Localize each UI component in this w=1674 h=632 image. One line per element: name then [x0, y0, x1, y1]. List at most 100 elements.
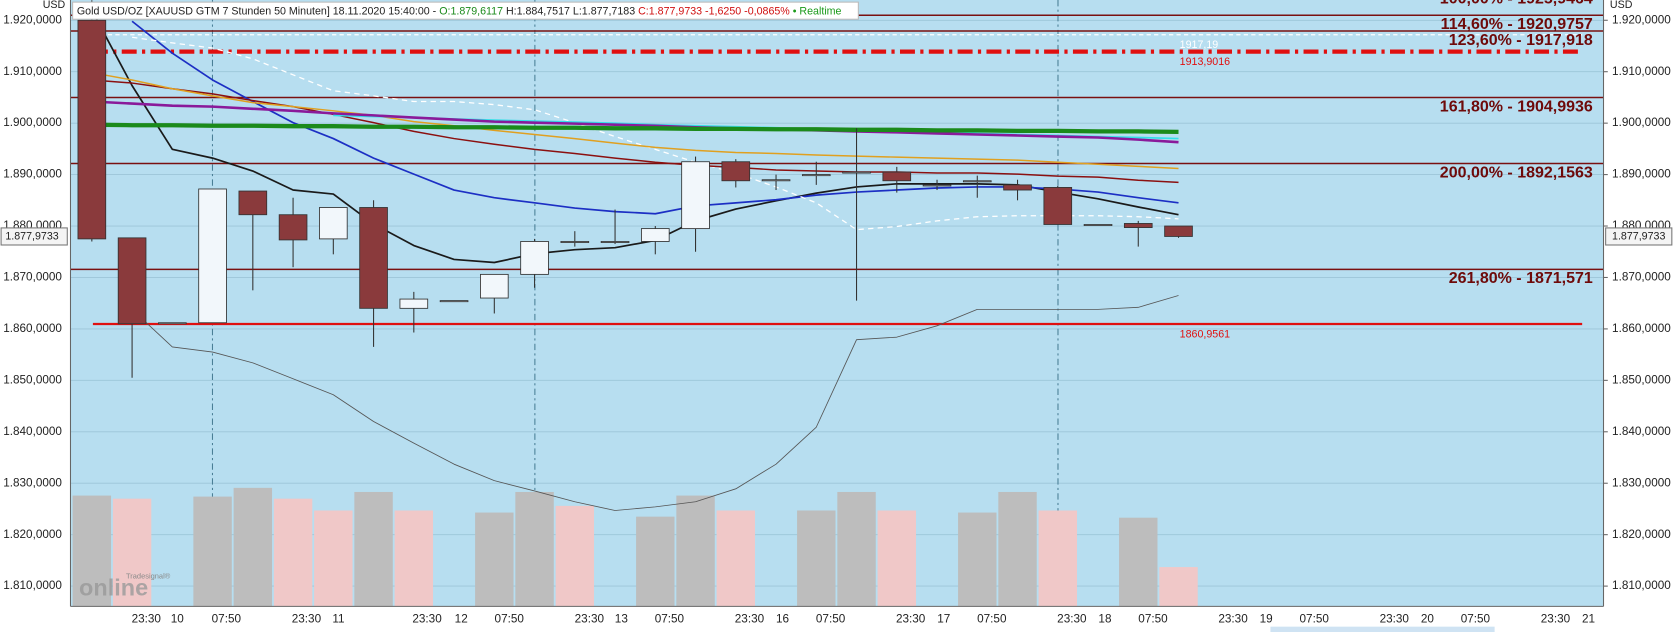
y-tick-label-left: 1.890,0000 — [3, 168, 62, 181]
x-tick-label: 23:30 — [292, 612, 322, 625]
header: Gold USD/OZ [XAUUSD GTM 7 Stunden 50 Min… — [77, 6, 842, 18]
x-tick-label: 07:50 — [977, 612, 1007, 625]
volume-bar — [716, 510, 756, 607]
plot-layer — [70, 0, 1604, 607]
candle-body — [1043, 187, 1073, 225]
candle-body — [319, 207, 348, 240]
indicator-line — [91, 71, 1179, 170]
y-tick-label-left: 1.840,0000 — [3, 425, 62, 438]
y-tick-label-left: 1.830,0000 — [3, 476, 62, 489]
candle-body — [439, 300, 469, 303]
candle-body — [681, 161, 710, 230]
fib-label: 200,00% - 1892,1563 — [1440, 164, 1593, 181]
candle-body — [198, 188, 227, 324]
volume-bar — [475, 512, 514, 607]
header-box — [72, 1, 859, 20]
x-tick-label: 07:50 — [212, 612, 242, 625]
indicator-line — [131, 36, 1179, 231]
y-axis-label: USD — [43, 0, 66, 11]
candle-body — [480, 273, 509, 299]
x-tick-label: 07:50 — [655, 612, 685, 625]
x-tick-label: 07:50 — [816, 612, 846, 625]
candle-body — [1164, 225, 1193, 237]
candle-body — [761, 179, 791, 182]
candle-body — [77, 19, 107, 240]
candle-body — [560, 241, 590, 243]
y-tick-label: 1.910,0000 — [1612, 65, 1671, 78]
fib-label: 100,00% - 1925,9464 — [1440, 0, 1593, 8]
x-tick-label: 23:30 — [412, 612, 442, 625]
volume-bar — [958, 512, 997, 607]
y-tick-label: 1.820,0000 — [1612, 528, 1671, 541]
plot-area — [70, 0, 1604, 607]
x-tick-label: 07:50 — [495, 612, 525, 625]
y-tick-label-left: 1.850,0000 — [3, 373, 62, 386]
x-tick-label: 19 — [1260, 612, 1273, 625]
volume-bar — [273, 498, 313, 607]
header-status: • Realtime — [793, 6, 842, 18]
y-tick-label: 1.830,0000 — [1612, 476, 1671, 489]
volume-bar — [555, 505, 595, 607]
volume-bar — [1119, 517, 1158, 607]
volume-bar — [314, 510, 353, 607]
candle-body — [600, 241, 630, 243]
fib-label: 161,80% - 1904,9936 — [1440, 98, 1593, 115]
y-tick-label: 1.860,0000 — [1612, 322, 1671, 335]
volume-bar — [394, 510, 434, 607]
x-tick-label: 17 — [937, 612, 950, 625]
candle-body — [922, 184, 952, 187]
volume-bar — [72, 495, 112, 607]
x-tick-label: 18 — [1098, 612, 1112, 625]
candle-body — [359, 207, 388, 309]
volume-bar — [112, 498, 152, 607]
candle-body — [238, 190, 268, 216]
candle-body — [1123, 223, 1153, 228]
candle-body — [640, 228, 670, 242]
indicator-line — [91, 79, 1179, 184]
y-tick-label: 1.810,0000 — [1612, 579, 1671, 592]
x-tick-label: 23:30 — [735, 612, 765, 625]
volume-bar — [515, 491, 554, 607]
indicator-line — [131, 295, 1179, 511]
indicator-line — [91, 100, 1179, 144]
logo-big: online — [79, 575, 148, 601]
y-tick-label: 1.890,0000 — [1612, 168, 1671, 181]
header-instrument: Gold USD/OZ [XAUUSD GTM 7 Stunden 50 Min… — [77, 6, 437, 18]
candle-body — [399, 298, 429, 309]
volume-bar — [354, 491, 393, 607]
header-close: C:1.877,9733 -1,6250 -0,0865% — [638, 6, 790, 18]
x-tick-label: 23:30 — [1380, 612, 1410, 625]
x-tick-label: 12 — [455, 612, 468, 625]
y-tick-label-left: 1.860,0000 — [3, 322, 62, 335]
y-tick-label: 1.850,0000 — [1612, 373, 1671, 386]
x-tick-label: 23:30 — [1541, 612, 1571, 625]
x-tick-label: 11 — [332, 612, 344, 625]
y-tick-label-left: 1.920,0000 — [3, 13, 62, 26]
volume-bar — [233, 487, 273, 607]
volume-bar — [676, 495, 715, 607]
y-axis-label-right: USD — [1610, 0, 1633, 11]
x-tick-label: 07:50 — [1300, 612, 1330, 625]
price-tag-right — [1605, 227, 1673, 246]
y-tick-label: 1.920,0000 — [1612, 13, 1671, 26]
candle-body — [117, 237, 147, 325]
price-line-label: 1860,9561 — [1180, 328, 1230, 340]
logo-small: Tradesignal® — [126, 571, 171, 580]
candle-body — [1083, 224, 1113, 226]
fib-label: 114,60% - 1920,9757 — [1441, 16, 1593, 33]
x-tick-label: 21 — [1582, 612, 1595, 625]
volume-bar — [1038, 510, 1077, 607]
y-tick-label: 1.840,0000 — [1612, 425, 1671, 438]
volume-bar — [1159, 567, 1198, 607]
candle-body — [842, 171, 871, 174]
x-tick-label: 23:30 — [132, 612, 162, 625]
candle-body — [1003, 184, 1032, 191]
candle-body — [520, 241, 549, 275]
candle-body — [962, 180, 992, 183]
fib-label: 261,80% - 1871,571 — [1449, 270, 1593, 287]
y-tick-label: 1.870,0000 — [1612, 271, 1671, 284]
candle-body — [801, 174, 831, 177]
y-tick-label-left: 1.910,0000 — [3, 65, 62, 78]
x-tick-label: 07:50 — [1138, 612, 1168, 625]
scrollbar[interactable] — [1270, 626, 1495, 632]
